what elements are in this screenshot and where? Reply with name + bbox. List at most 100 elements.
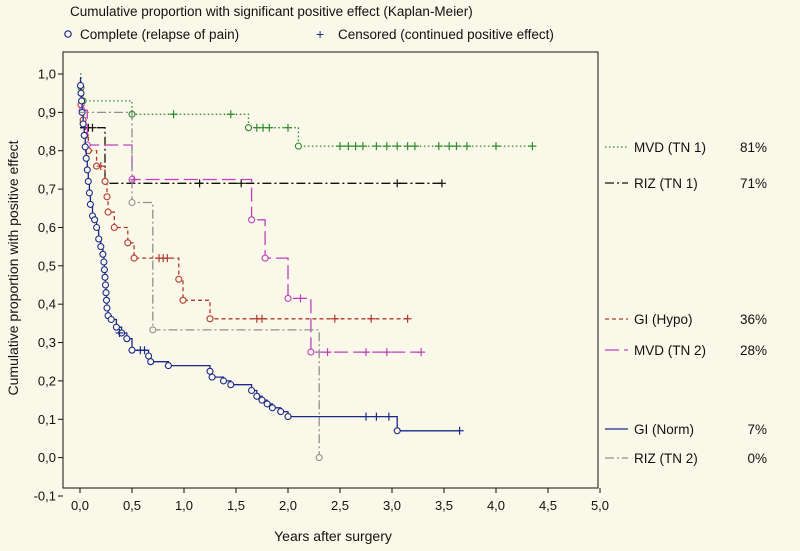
event-marker [206, 315, 214, 323]
censored-marker [140, 346, 149, 355]
censored-marker [384, 412, 393, 421]
censored-marker [410, 142, 419, 151]
censored-marker [403, 314, 412, 323]
y-tick-label: 0,9 [38, 105, 56, 120]
censored-marker [452, 142, 461, 151]
series-final-value: 71% [740, 176, 767, 191]
x-tick-label: 5,0 [591, 498, 609, 513]
censored-marker [417, 348, 426, 357]
marker-legend: Complete (relapse of pain) + Censored (c… [64, 26, 554, 42]
censored-marker [455, 426, 464, 435]
event-marker [83, 166, 91, 174]
censored-marker [393, 179, 402, 188]
series-riz-tn-1 [80, 123, 446, 188]
event-marker [263, 400, 271, 408]
y-axis-label: Cumulative proportion with positive effe… [5, 140, 21, 395]
y-tick-label: 0,8 [38, 143, 56, 158]
x-axis-label: Years after surgery [274, 528, 392, 544]
censored-marker [403, 142, 412, 151]
censored-marker [382, 348, 391, 357]
event-marker [268, 404, 276, 412]
x-tick-label: 1,0 [175, 498, 193, 513]
event-marker [284, 294, 292, 302]
censored-marker [434, 142, 443, 151]
y-tick-label: 0,3 [38, 335, 56, 350]
event-marker [100, 258, 108, 266]
y-tick-label: -0,1 [34, 489, 56, 504]
censored-marker [393, 142, 402, 151]
series-final-value: 36% [740, 312, 767, 327]
censored-marker [330, 314, 339, 323]
censored-marker [323, 348, 332, 357]
censored-marker [351, 142, 360, 151]
event-marker [101, 177, 109, 185]
event-marker [95, 235, 103, 243]
plot-area [62, 51, 599, 489]
series-legend-item: MVD (TN 1) 81% [605, 140, 767, 155]
event-marker [82, 154, 90, 162]
censored-marker [115, 328, 124, 337]
series-legend-label: GI (Hypo) [634, 312, 693, 327]
event-marker [103, 304, 111, 312]
chart-title: Cumulative proportion with significant p… [70, 4, 473, 19]
censored-marker [265, 123, 274, 132]
event-marker [84, 177, 92, 185]
event-marker [123, 335, 131, 343]
series-legend-label: RIZ (TN 2) [634, 451, 698, 466]
y-tick-label: 0,2 [38, 373, 56, 388]
x-tick-label: 4,5 [539, 498, 557, 513]
event-marker [101, 273, 109, 281]
censored-marker [362, 348, 370, 357]
event-marker [103, 193, 111, 201]
x-tick-label: 3,5 [435, 498, 453, 513]
event-marker [393, 427, 401, 435]
y-tick-label: 0,7 [38, 182, 56, 197]
series-final-value: 7% [747, 422, 767, 437]
censored-marker [358, 142, 367, 151]
event-marker [179, 296, 187, 304]
y-tick-label: 0,5 [38, 258, 56, 273]
event-marker [79, 120, 87, 128]
event-marker [219, 377, 228, 385]
y-tick-label: 0,1 [38, 412, 56, 427]
x-tick-label: 2,0 [279, 498, 297, 513]
event-marker [77, 89, 85, 97]
series-legend-label: GI (Norm) [634, 422, 694, 437]
event-marker [99, 250, 107, 258]
series-layer [76, 73, 537, 462]
censored-marker [195, 179, 204, 188]
censored-marker [88, 123, 97, 132]
event-marker [227, 381, 235, 389]
censored-marker [284, 123, 292, 132]
censored-marker [437, 179, 446, 188]
event-marker [208, 373, 216, 381]
event-marker [284, 413, 292, 421]
event-marker [261, 254, 269, 262]
event-marker [277, 408, 285, 416]
event-marker [107, 315, 115, 324]
x-tick-label: 1,5 [227, 498, 245, 513]
censored-marker [163, 254, 172, 263]
series-legend-item: RIZ (TN 1) 71% [605, 176, 767, 191]
censored-marker [462, 142, 471, 151]
censored-marker [296, 294, 305, 303]
censored-marker [362, 412, 370, 421]
event-marker [86, 200, 94, 208]
event-marker [97, 243, 105, 251]
series-legend-item: RIZ (TN 2) 0% [605, 451, 767, 466]
series-line [80, 111, 320, 458]
event-marker [175, 275, 183, 283]
x-tick-label: 0,5 [123, 498, 141, 513]
y-tick-label: 0,6 [38, 220, 56, 235]
event-marker [81, 143, 89, 151]
event-marker [164, 362, 172, 370]
event-marker [102, 289, 110, 297]
event-marker [145, 352, 153, 360]
series-riz-tn-2 [80, 111, 323, 462]
event-marker [244, 124, 253, 132]
censored-marker [382, 142, 391, 151]
event-marker [85, 189, 93, 197]
series-legend: MVD (TN 1) 81% RIZ (TN 1) 71% GI (Hypo) 36% MV… [605, 140, 767, 466]
x-tick-label: 2,5 [331, 498, 349, 513]
